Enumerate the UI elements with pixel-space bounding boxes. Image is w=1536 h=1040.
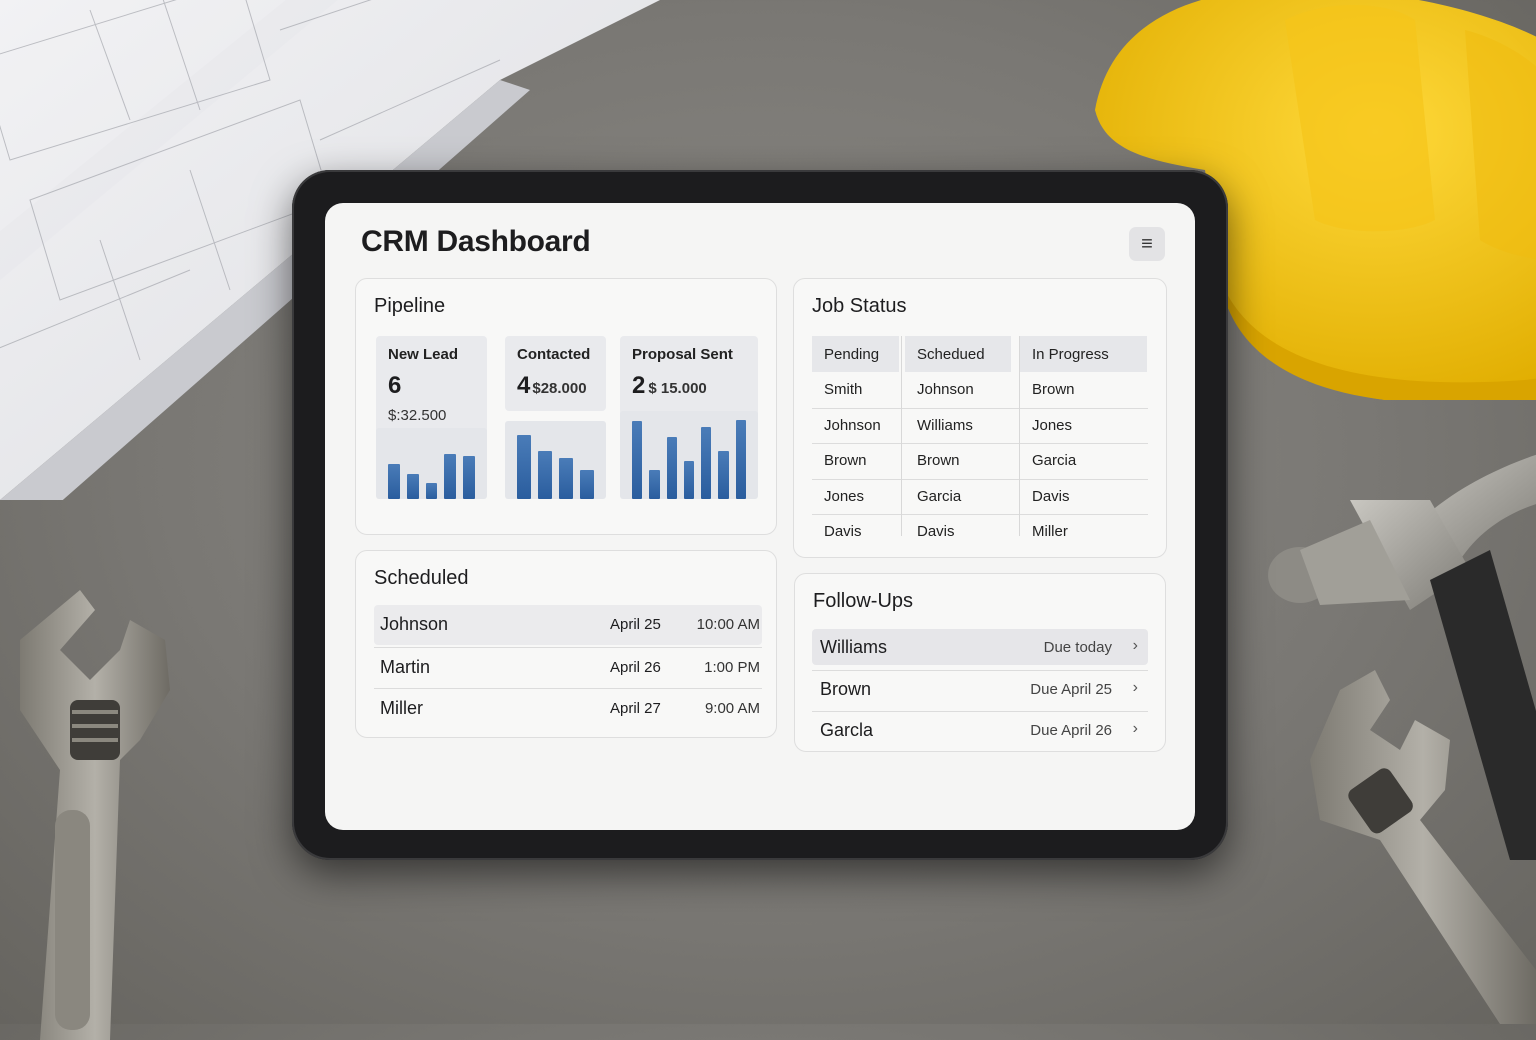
follow-up-client-name: Williams: [820, 637, 887, 657]
follow-up-due-date: Due April 25: [1030, 681, 1112, 698]
stage-count: 2: [632, 372, 646, 399]
pipeline-title: Pipeline: [374, 295, 446, 317]
job-status-cell[interactable]: Johnson: [824, 416, 881, 434]
pipeline-bar: [718, 451, 729, 499]
pipeline-bar: [632, 420, 643, 499]
row-divider: [812, 514, 1148, 515]
job-status-cell[interactable]: Williams: [917, 416, 973, 434]
job-status-cell[interactable]: Miller: [1032, 523, 1068, 540]
pipeline-bar: [649, 470, 660, 499]
follow-up-row[interactable]: Williams Due today ›: [812, 629, 1148, 665]
pipeline-bar: [580, 469, 594, 499]
stage-amount: $:32.500: [388, 407, 447, 424]
scheduled-card: Scheduled Johnson April 25 10:00 AM Martin A…: [355, 550, 777, 738]
row-divider: [812, 478, 1148, 480]
follow-up-client-name: Brown: [820, 679, 872, 699]
pipeline-bar: [444, 453, 457, 499]
pipeline-bar: [388, 464, 400, 499]
pipeline-bar: [666, 436, 677, 499]
job-status-cell[interactable]: Garcia: [917, 487, 962, 505]
job-status-cell[interactable]: Brown: [917, 452, 960, 469]
job-status-card: Job Status Pending Smith Johnson Brown Jones…: [793, 278, 1167, 558]
follow-up-client-name: Garcla: [820, 720, 874, 740]
follow-ups-title: Follow-Ups: [813, 590, 914, 612]
scheduled-time: 9:00 AM: [704, 700, 760, 717]
pipeline-bar: [683, 460, 695, 499]
stage-new-lead[interactable]: New Lead 6 $:32.500: [376, 336, 487, 499]
pipeline-bar: [735, 419, 746, 499]
job-status-cell[interactable]: Johnson: [917, 381, 974, 398]
scheduled-time: 10:00 AM: [696, 616, 760, 633]
pipeline-bar: [425, 483, 438, 499]
column-divider: [901, 336, 902, 536]
row-divider: [812, 443, 1148, 444]
scheduled-title: Scheduled: [374, 567, 469, 589]
column-divider: [1019, 336, 1020, 536]
follow-up-due-date: Due April 26: [1030, 722, 1112, 739]
scheduled-client-name: Martin: [380, 656, 431, 677]
wrench-right: [1310, 670, 1536, 1024]
stage-amount: $28.000: [532, 380, 587, 397]
hamburger-menu-icon: ≡: [1141, 232, 1153, 255]
job-status-column-header[interactable]: Pending: [812, 336, 899, 372]
stage-count-row: 4 $28.000: [517, 372, 587, 400]
chevron-right-icon: ›: [1132, 720, 1138, 737]
scheduled-row[interactable]: Johnson April 25 10:00 AM: [374, 605, 762, 645]
stage-count: 6: [388, 372, 402, 399]
scheduled-date: April 26: [610, 658, 661, 676]
job-status-cell[interactable]: Davis: [917, 523, 955, 540]
job-status-cell[interactable]: Smith: [824, 381, 863, 398]
scheduled-row[interactable]: Miller April 27 9:00 AM: [374, 688, 762, 729]
stage-bar-chart: [620, 411, 758, 499]
chevron-right-icon: ›: [1132, 637, 1138, 654]
follow-up-row[interactable]: Brown Due April 25 ›: [812, 670, 1148, 707]
stage-label: New Lead: [388, 346, 459, 363]
pipeline-bar: [517, 434, 531, 499]
scheduled-client-name: Miller: [380, 698, 423, 718]
job-status-cell[interactable]: Davis: [824, 523, 862, 540]
stage-proposal-sent[interactable]: Proposal Sent 2 $ 15.000: [620, 336, 758, 499]
job-status-cell[interactable]: Davis: [1032, 487, 1070, 505]
page-title: CRM Dashboard: [361, 225, 591, 258]
hard-hat: [1095, 0, 1536, 400]
stage-label: Contacted: [517, 346, 591, 363]
job-status-cell[interactable]: Brown: [824, 452, 867, 469]
wrench-left: [20, 590, 170, 1040]
scheduled-client-name: Johnson: [380, 614, 449, 634]
stage-amount: $ 15.000: [648, 380, 707, 397]
chevron-right-icon: ›: [1132, 679, 1138, 696]
follow-ups-card: Follow-Ups Williams Due today › Brown Due Ap…: [794, 573, 1166, 752]
stage-contacted[interactable]: Contacted 4 $28.000: [505, 336, 606, 411]
stage-bar-chart: [376, 428, 487, 499]
pipeline-bar: [559, 458, 573, 499]
job-status-title: Job Status: [812, 295, 907, 317]
hammer: [1268, 454, 1536, 860]
follow-up-due-date: Due today: [1043, 639, 1112, 656]
job-status-cell[interactable]: Brown: [1032, 381, 1075, 398]
crm-dashboard-screen: CRM Dashboard ≡ Pipeline New Lead 6 $:32…: [325, 203, 1195, 830]
scheduled-row[interactable]: Martin April 26 1:00 PM: [374, 646, 762, 688]
job-status-column-header[interactable]: In Progress: [1020, 336, 1147, 372]
stage-label: Proposal Sent: [632, 346, 733, 363]
pipeline-bar: [701, 427, 712, 499]
follow-up-row[interactable]: Garcla Due April 26 ›: [812, 711, 1148, 748]
scheduled-date: April 27: [610, 700, 661, 717]
job-status-cell[interactable]: Jones: [1032, 416, 1073, 434]
scheduled-date: April 25: [610, 616, 661, 633]
pipeline-bar: [463, 456, 475, 499]
pipeline-bar: [406, 473, 419, 499]
job-status-cell[interactable]: Jones: [824, 487, 865, 505]
pipeline-bar: [538, 451, 552, 499]
row-divider: [812, 407, 1148, 409]
stage-count-row: 2 $ 15.000: [632, 372, 707, 400]
job-status-cell[interactable]: Garcia: [1032, 452, 1077, 469]
scheduled-time: 1:00 PM: [704, 658, 760, 676]
pipeline-card: Pipeline New Lead 6 $:32.500 Contacted 4…: [355, 278, 777, 535]
job-status-column-header[interactable]: Schedued: [905, 336, 1011, 372]
stage-count: 4: [517, 372, 531, 399]
stage-bar-chart: [505, 421, 606, 499]
hamburger-menu-button[interactable]: ≡: [1129, 227, 1165, 261]
